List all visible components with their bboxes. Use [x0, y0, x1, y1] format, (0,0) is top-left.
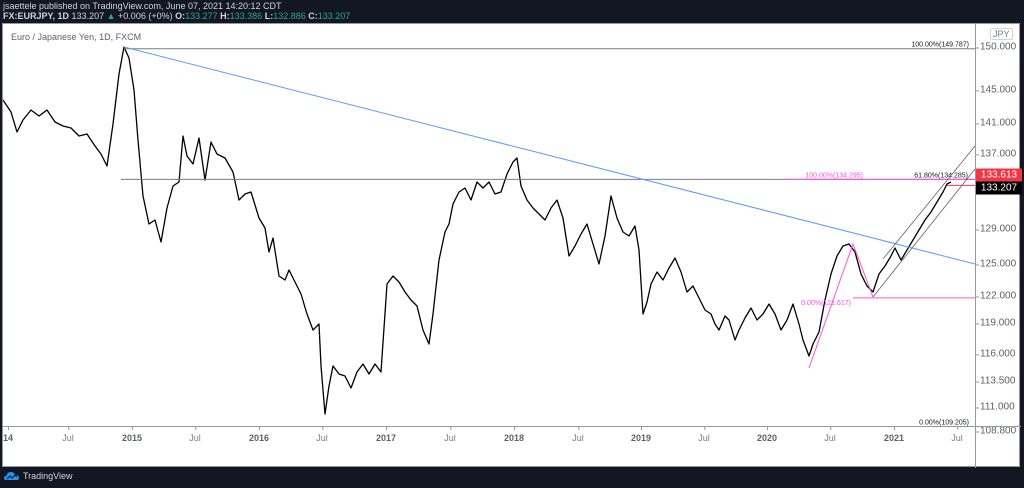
currency-badge[interactable]: JPY	[990, 28, 1013, 40]
fib-minor-0-label: 0.00%(121.617)	[801, 300, 851, 307]
ohlc-label: O:	[175, 11, 186, 21]
change: +0.006 (+0%)	[118, 11, 173, 21]
price-tick: 119.000	[975, 317, 1016, 329]
ohlc-value: 133.207	[317, 11, 351, 21]
price-tick: 111.000	[976, 401, 1015, 413]
time-tick: 2020	[756, 427, 778, 443]
price-tick: 122.000	[975, 290, 1017, 302]
price-tick: 108.800	[975, 425, 1017, 437]
price-tick: 150.000	[975, 41, 1017, 53]
chart-title: Euro / Japanese Yen, 1D, FXCM	[11, 32, 142, 42]
ohlc-value: 133.277	[185, 11, 218, 21]
price-tick: 141.000	[975, 117, 1017, 129]
price-tick: 145.000	[975, 84, 1017, 96]
time-tick: 2017	[375, 427, 397, 443]
time-tick: Jul	[572, 427, 584, 443]
time-tick: 2018	[503, 427, 525, 443]
ohlc-values: O:133.277 H:133.386 L:132.886 C:133.207	[175, 11, 350, 21]
time-tick: 2016	[248, 427, 270, 443]
channel-lower[interactable]	[872, 168, 975, 298]
time-axis[interactable]: 14 Jul 2015 Jul 2016 Jul 2017 Jul 2018 Jul 2019 Jul…	[3, 426, 975, 468]
brand-name: TradingView	[23, 471, 73, 481]
ohlc-label: H:	[217, 11, 230, 21]
ohlc-label: L:	[262, 11, 274, 21]
time-tick: 2021	[883, 427, 905, 443]
publish-header: jsaettele published on TradingView.com, …	[0, 0, 1024, 22]
up-arrow-icon: ▲	[106, 11, 116, 21]
trendline[interactable]	[123, 46, 975, 265]
cloud-logo-icon	[4, 472, 19, 480]
time-tick: Jul	[316, 427, 328, 443]
ohlc-value: 132.886	[273, 11, 306, 21]
ohlc-label: C:	[305, 11, 318, 21]
price-tick: 125.000	[975, 258, 1017, 270]
tradingview-logo[interactable]: TradingView	[4, 471, 73, 481]
abc-pattern[interactable]	[808, 242, 874, 369]
price-tick: 129.000	[975, 223, 1017, 235]
published-line: jsaettele published on TradingView.com, …	[3, 1, 282, 11]
time-tick: 2019	[630, 427, 652, 443]
ohlc-value: 133.386	[229, 11, 263, 21]
last-price: 133.207	[71, 11, 105, 21]
time-tick: Jul	[698, 427, 710, 443]
fib-minor-100-label: 100.00%(134.295)	[805, 172, 863, 179]
symbol-line: FX:EURJPY, 1D 133.207 ▲ +0.006 (+0%) O:1…	[3, 11, 350, 21]
price-tick: 113.500	[975, 375, 1016, 387]
fib-100-label: 100.00%(149.787)	[911, 42, 969, 49]
footer: TradingView	[0, 468, 1024, 488]
price-tick: 137.000	[975, 148, 1017, 160]
time-tick: Jul	[951, 427, 963, 443]
symbol: FX:EURJPY, 1D	[3, 11, 70, 21]
time-tick: Jul	[189, 427, 201, 443]
price-label: 133.207	[976, 181, 1022, 195]
time-tick: Jul	[824, 427, 836, 443]
price-axis[interactable]: JPY 150.000 145.000 141.000 137.000 129.000 1…	[975, 24, 1022, 468]
time-tick: 2015	[121, 427, 143, 443]
fib-0-label: 0.00%(109.205)	[919, 420, 969, 426]
price-tick: 116.000	[975, 348, 1016, 360]
fib-618-label: 61.80%(134.285)	[914, 172, 968, 179]
time-tick: Jul	[62, 427, 74, 443]
price-series	[3, 46, 952, 415]
price-label: 133.613	[976, 168, 1022, 182]
time-tick: Jul	[444, 427, 456, 443]
channel-upper[interactable]	[882, 145, 975, 260]
price-plot[interactable]: 100.00%(149.787) 0.00%(109.205) 61.80%(134…	[3, 24, 975, 426]
chart-frame[interactable]: 100.00%(149.787) 0.00%(109.205) 61.80%(134…	[2, 23, 1022, 468]
time-tick: 14	[2, 427, 14, 443]
axis-corner	[975, 426, 1021, 468]
